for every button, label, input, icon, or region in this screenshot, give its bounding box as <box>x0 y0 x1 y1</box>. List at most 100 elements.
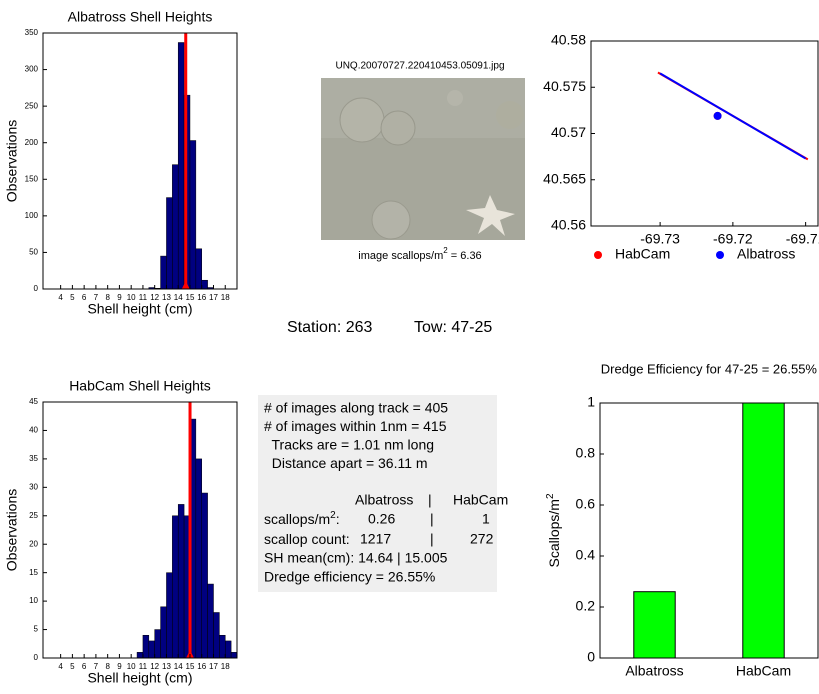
histogram-bar <box>177 504 185 659</box>
x-tick-label: 5 <box>70 662 75 671</box>
histogram-bar <box>189 140 197 290</box>
histogram-bar <box>230 652 238 659</box>
x-tick-label: 17 <box>209 662 218 671</box>
y-tick-label: 200 <box>25 138 39 147</box>
histogram-bar <box>142 634 150 659</box>
y-tick-label: 10 <box>29 596 38 605</box>
axes-box <box>599 402 819 659</box>
y-tick-label: 0.8 <box>576 445 596 461</box>
y-tick-label: 0 <box>34 653 39 662</box>
x-tick-label: 6 <box>82 662 87 671</box>
histogram-bar <box>172 515 179 659</box>
station-label: Station: 263 <box>287 319 373 336</box>
x-tick-label: 9 <box>117 293 122 302</box>
caption-value: = 6.36 <box>448 250 482 262</box>
x-tick-label: 8 <box>105 662 110 671</box>
y-axis-label-text: Scallops/m <box>546 499 562 567</box>
histogram-bar <box>166 197 173 290</box>
legend-marker <box>594 251 602 259</box>
y-tick-label: 0 <box>587 649 595 665</box>
x-tick-label: 16 <box>197 293 206 302</box>
summary-line: Distance apart = 36.11 m <box>264 455 428 471</box>
summary-header: HabCam <box>453 492 508 508</box>
histogram-bar <box>224 640 232 659</box>
x-tick-label: 17 <box>209 293 218 302</box>
x-tick-label: 15 <box>186 293 195 302</box>
histogram-bar <box>201 279 208 290</box>
bar <box>742 402 785 659</box>
y-tick-label: 1 <box>587 394 595 410</box>
y-tick-label: 100 <box>25 211 39 220</box>
summary-row-label: scallops/m2: <box>264 510 340 527</box>
x-tick-label: HabCam <box>736 663 791 679</box>
x-tick-label: 8 <box>105 293 110 302</box>
histogram-bar <box>177 42 185 290</box>
y-axis-label: Scallops/m2 <box>545 493 562 567</box>
y-tick-label: 40.58 <box>551 32 586 48</box>
mean-marker <box>181 281 190 289</box>
histogram-bar <box>136 652 144 659</box>
x-tick-label: 14 <box>174 662 183 671</box>
photo <box>321 78 525 240</box>
histogram-bar <box>195 248 202 290</box>
bar <box>633 591 676 659</box>
image-filename: UNQ.20070727.220410453.05091.jpg <box>335 61 504 72</box>
y-tick-label: 45 <box>29 397 38 406</box>
x-tick-label: 18 <box>221 662 230 671</box>
y-tick-label: 15 <box>29 568 38 577</box>
y-tick-label: 40.57 <box>551 124 586 140</box>
y-tick-label: 350 <box>25 28 39 37</box>
summary-header: | <box>428 492 432 508</box>
y-tick-label: 25 <box>29 511 38 520</box>
summary-header: Albatross <box>355 492 413 508</box>
y-axis-label: Observations <box>4 120 20 202</box>
x-tick-label: 11 <box>139 662 148 671</box>
y-tick-label: 35 <box>29 454 38 463</box>
summary-footer: SH mean(cm): 14.64 | 15.005 <box>264 550 448 566</box>
x-tick-label: 12 <box>150 662 159 671</box>
x-tick-label: 7 <box>94 662 99 671</box>
summary-footer: Dredge efficiency = 26.55% <box>264 569 435 585</box>
x-tick-label: -69.73 <box>640 231 680 247</box>
histogram-bar <box>148 640 155 659</box>
histogram-bar <box>160 255 167 290</box>
histogram-bar <box>166 572 173 659</box>
x-tick-label: 18 <box>221 293 230 302</box>
legend-label: Albatross <box>737 246 795 262</box>
x-tick-label: 6 <box>82 293 87 302</box>
x-tick-label: 7 <box>94 293 99 302</box>
y-tick-label: 40.575 <box>543 78 586 94</box>
x-tick-label: 12 <box>150 293 159 302</box>
histogram-bar <box>213 612 220 659</box>
histogram-bar <box>195 458 202 659</box>
axes-box <box>42 401 238 659</box>
summary-panel <box>258 395 497 592</box>
x-tick-label: 10 <box>127 293 136 302</box>
x-tick-label: 10 <box>127 662 136 671</box>
caption-sup: 2 <box>443 246 448 255</box>
x-tick-label: 11 <box>139 293 148 302</box>
x-tick-label: 16 <box>197 662 206 671</box>
track-line <box>659 72 807 160</box>
y-tick-label: 5 <box>34 625 39 634</box>
x-tick-label: 4 <box>58 662 63 671</box>
x-tick-label: -69.71 <box>786 231 819 247</box>
x-tick-label: 15 <box>186 662 195 671</box>
chart-title: Albatross Shell Heights <box>68 9 213 25</box>
legend-marker <box>716 251 724 259</box>
y-tick-label: 250 <box>25 101 39 110</box>
legend-label: HabCam <box>615 246 670 262</box>
y-tick-label: 40.56 <box>551 217 586 233</box>
station-point <box>713 111 722 120</box>
histogram-bar <box>160 606 167 659</box>
histogram-bar <box>207 583 214 659</box>
y-axis-label: Observations <box>4 489 20 571</box>
y-tick-label: 40 <box>29 426 38 435</box>
x-tick-label: 9 <box>117 662 122 671</box>
axes-box <box>42 32 238 290</box>
x-tick-label: 5 <box>70 293 75 302</box>
histogram-bar <box>154 629 161 659</box>
y-tick-label: 0 <box>34 284 39 293</box>
y-tick-label: 20 <box>29 539 38 548</box>
